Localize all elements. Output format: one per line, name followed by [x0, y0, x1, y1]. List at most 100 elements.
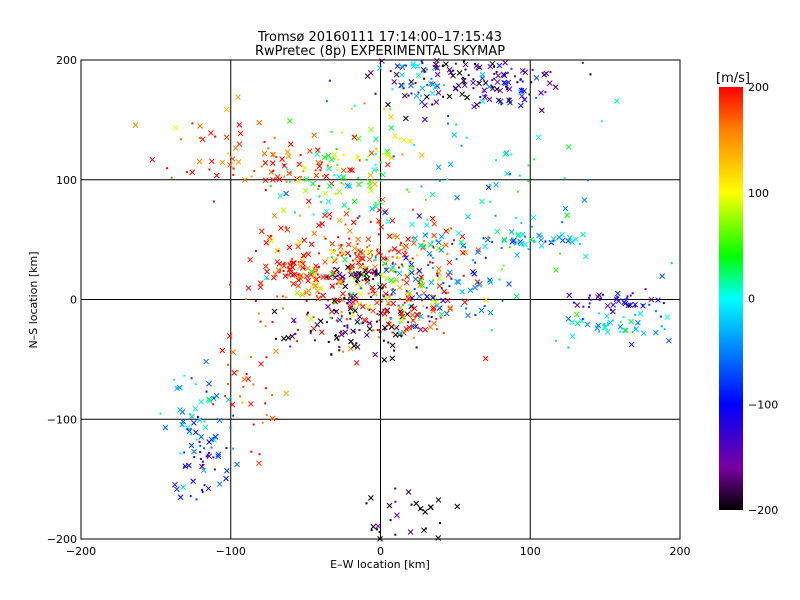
data-point-dot	[239, 395, 242, 398]
data-point-cross	[464, 94, 470, 101]
data-point-cross	[397, 330, 404, 336]
data-point-cross	[513, 240, 520, 246]
data-point-cross	[162, 424, 169, 431]
data-point-cross	[390, 288, 397, 295]
data-point-dot	[502, 264, 505, 267]
data-point-cross	[354, 276, 361, 283]
data-point-dot	[340, 244, 343, 247]
data-point-dot	[572, 301, 575, 304]
data-point-dot	[390, 317, 393, 320]
data-point-cross	[476, 64, 483, 71]
data-point-dot	[340, 181, 343, 184]
data-point-cross	[443, 242, 449, 248]
data-point-cross	[321, 154, 328, 161]
data-point-dot	[338, 286, 341, 289]
data-point-dot	[446, 178, 449, 181]
data-point-dot	[401, 303, 404, 306]
data-point-dot	[624, 298, 627, 301]
data-point-dot	[599, 297, 602, 300]
data-point-cross	[317, 285, 324, 292]
data-point-cross	[459, 91, 466, 98]
data-point-cross	[278, 225, 284, 231]
data-point-cross	[364, 73, 371, 79]
data-point-dot	[641, 304, 644, 307]
data-point-dot	[225, 447, 228, 450]
data-point-cross	[566, 292, 573, 299]
data-point-cross	[340, 290, 346, 297]
data-point-dot	[418, 319, 421, 322]
data-point-cross	[607, 319, 614, 326]
data-point-dot	[205, 455, 208, 458]
data-point-dot	[254, 299, 257, 302]
data-point-dot	[265, 356, 268, 359]
data-point-cross	[341, 202, 348, 209]
data-point-cross	[530, 214, 537, 221]
data-point-cross	[340, 174, 347, 181]
data-point-dot	[340, 330, 343, 333]
data-point-dot	[212, 200, 215, 203]
data-point-dot	[190, 377, 193, 380]
data-point-dot	[253, 170, 256, 173]
data-point-cross	[443, 228, 450, 234]
data-point-cross	[536, 232, 542, 239]
data-point-dot	[318, 299, 321, 302]
data-point-dot	[267, 147, 270, 150]
data-point-dot	[394, 270, 397, 273]
data-point-cross	[328, 156, 335, 163]
data-point-dot	[335, 319, 338, 322]
data-point-dot	[232, 173, 235, 176]
data-point-cross	[518, 87, 525, 94]
data-point-dot	[367, 155, 370, 158]
data-point-cross	[263, 274, 270, 281]
data-point-dot	[631, 292, 634, 295]
data-point-cross	[256, 119, 263, 126]
data-point-dot	[189, 413, 192, 416]
data-point-cross	[340, 167, 347, 174]
data-point-cross	[538, 237, 545, 243]
data-point-dot	[294, 332, 297, 335]
data-point-dot	[374, 255, 377, 258]
data-point-cross	[467, 287, 474, 294]
data-point-dot	[274, 337, 277, 340]
data-point-dot	[369, 295, 372, 298]
data-point-cross	[459, 288, 465, 295]
data-point-cross	[477, 280, 483, 287]
data-point-cross	[522, 241, 528, 248]
data-point-dot	[327, 299, 330, 302]
data-point-cross	[622, 327, 629, 334]
data-point-cross	[283, 390, 290, 397]
data-point-dot	[316, 273, 319, 276]
data-point-cross	[347, 228, 353, 234]
data-point-dot	[183, 451, 186, 454]
data-point-dot	[530, 81, 533, 84]
data-point-dot	[332, 275, 335, 278]
data-point-cross	[289, 272, 296, 278]
data-point-dot	[326, 164, 329, 167]
data-point-dot	[351, 259, 354, 262]
data-point-cross	[434, 302, 440, 309]
data-point-dot	[366, 246, 369, 249]
data-point-cross	[325, 152, 332, 159]
data-point-cross	[478, 307, 485, 314]
data-point-dot	[409, 328, 412, 331]
data-point-dot	[446, 252, 449, 255]
data-point-cross	[199, 463, 205, 470]
data-point-cross	[370, 307, 376, 314]
data-point-cross	[200, 467, 207, 474]
data-point-dot	[330, 130, 333, 133]
data-point-cross	[314, 321, 321, 328]
data-point-cross	[434, 71, 441, 78]
data-point-dot	[588, 306, 591, 309]
data-point-dot	[342, 183, 345, 186]
data-point-cross	[274, 247, 281, 254]
data-point-cross	[340, 249, 347, 256]
data-point-dot	[527, 164, 530, 167]
data-point-cross	[376, 65, 383, 71]
data-point-cross	[256, 460, 262, 467]
data-point-dot	[363, 102, 366, 105]
data-point-dot	[249, 355, 252, 358]
data-point-cross	[396, 270, 403, 277]
data-point-cross	[343, 210, 350, 217]
data-point-dot	[394, 487, 397, 490]
data-point-dot	[264, 189, 267, 192]
